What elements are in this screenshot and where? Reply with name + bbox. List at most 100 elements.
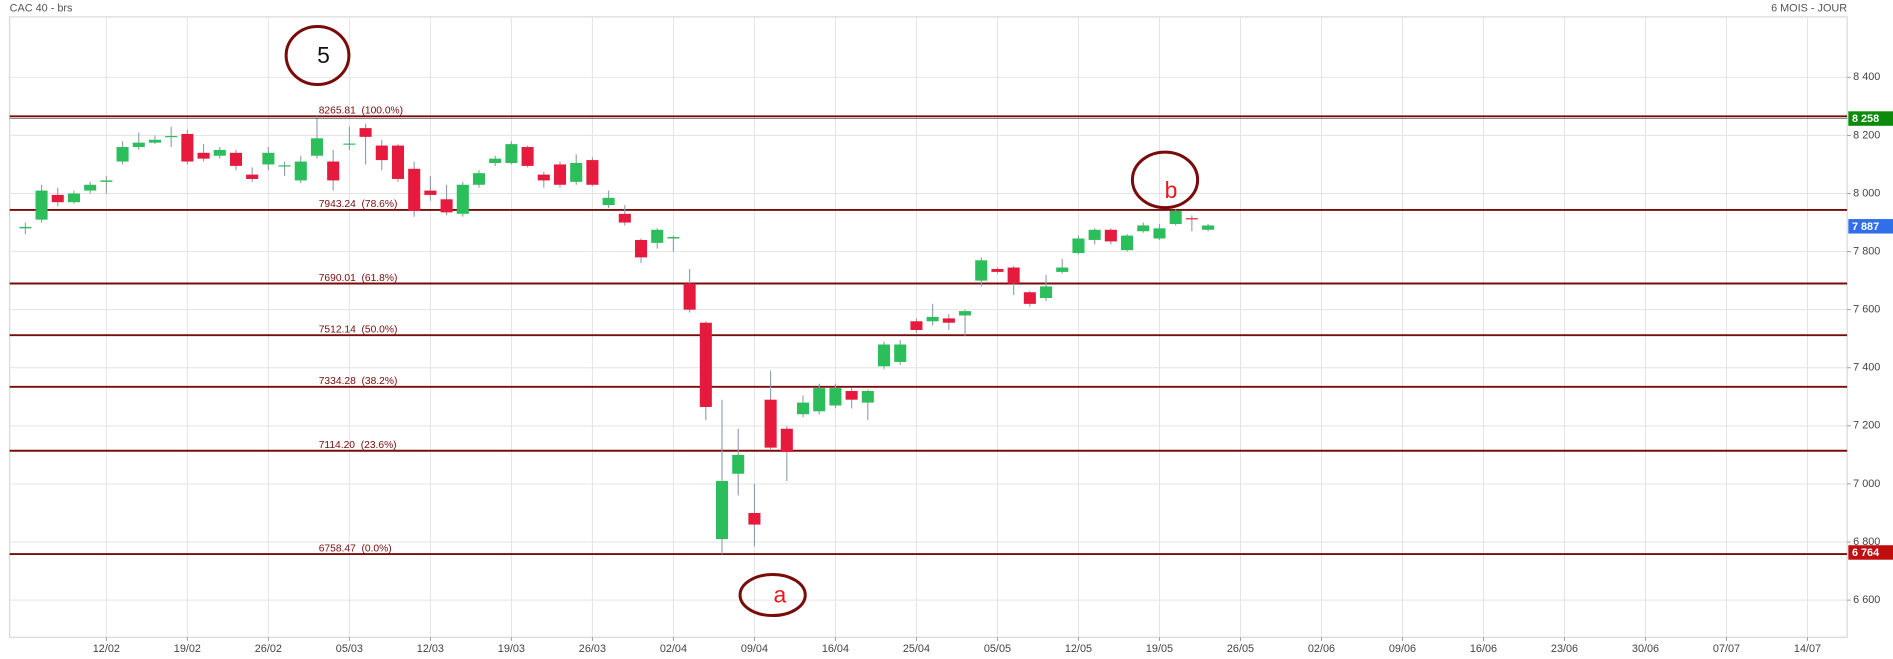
candle-body [1185,218,1198,220]
candle-body [35,190,48,220]
candle-body [424,190,437,195]
candle-body [1202,225,1215,230]
fib-label: 6758.47 (0.0%) [319,543,392,554]
y-tick-label: 7 000 [1853,478,1880,490]
x-tick-label: 26/02 [255,643,282,655]
x-tick-label: 23/06 [1551,643,1578,655]
x-tick-label: 07/07 [1713,643,1740,655]
candle-body [84,184,97,191]
annotation-circle [738,573,807,618]
y-tick-label: 8 200 [1853,129,1880,141]
candle-body [845,390,858,400]
annotation-text: b [1165,177,1178,203]
candle-body [375,145,388,161]
grid: 6 600 6 800 7 000 7 200 7 400 7 600 7 800 8 000… [9,16,1880,655]
candle-body [51,194,64,203]
candle-body [618,213,631,223]
x-tick-label: 12/05 [1065,643,1092,655]
candle-body [67,193,80,203]
candle-body [229,152,243,166]
y-tick-label: 7 200 [1853,420,1880,432]
fib-label: 8265.81 (100.0%) [319,106,403,117]
plot-frame [9,16,1848,638]
candle-body [1153,228,1166,239]
candle-body [553,164,567,185]
candle-body [537,174,550,181]
x-tick-label: 19/05 [1146,643,1173,655]
candle-body [1040,286,1053,299]
y-tick-label: 7 800 [1853,245,1880,257]
candle-body [1137,225,1150,232]
candle-body [489,158,502,163]
fib-label: 7512.14 (50.0%) [319,324,398,335]
y-tick-label: 8 000 [1853,187,1880,199]
candle-body [910,321,923,330]
candle-body [262,152,275,165]
candle-body [942,318,955,323]
candle-body [359,128,372,137]
candle-body [1088,229,1101,240]
y-tick-label: 7 400 [1853,362,1880,374]
candle-body [991,268,1004,272]
x-tick-label: 30/06 [1632,643,1659,655]
chart-subtitle: 6 MOIS - JOUR [1771,2,1847,14]
annotation-b: b [1130,150,1200,210]
x-tick-label: 02/04 [660,643,687,655]
x-tick-label: 14/07 [1794,643,1821,655]
price-tag [1848,111,1893,126]
candle-body [343,143,356,145]
fib-levels: 8265.81 (100.0%) 7943.24 (78.6%) 7690.01 (… [9,106,1848,556]
candle-body [959,311,972,316]
candle-body [521,147,534,166]
candle-body [651,229,664,243]
candle-body [780,428,793,452]
x-tick-label: 19/03 [498,643,525,655]
candle-body [1056,267,1069,272]
candle-body [391,145,405,179]
candle-body [181,133,194,162]
candle-body [1104,229,1117,242]
annotation-text: a [774,581,787,607]
x-tick-label: 26/03 [579,643,606,655]
candle-body [327,161,340,181]
x-tick-label: 09/04 [741,643,768,655]
candle-body [278,165,291,167]
candle-body [246,174,259,179]
candle-body [408,168,421,211]
candle-body [472,173,486,185]
candle-body [505,144,518,163]
y-tick-label: 6 800 [1853,536,1880,548]
y-tick-label: 6 600 [1853,594,1880,606]
candle-body [975,260,988,281]
x-tick-label: 26/05 [1227,643,1254,655]
candle-body [894,344,907,362]
x-tick-label: 25/04 [903,643,930,655]
candle-body [148,139,162,143]
candle-body [1121,235,1134,251]
candle-body [197,152,210,159]
candle-body [748,512,761,525]
candle-body [116,147,129,162]
candle-body [310,138,324,156]
candle-body [699,322,712,407]
price-tag-label: 6 764 [1852,547,1879,559]
annotation-circle [1130,150,1200,210]
annotation-text: 5 [317,42,330,68]
price-tag [1848,545,1893,560]
candle-body [132,142,145,148]
candle-body [440,199,453,213]
candle-body [456,184,469,214]
x-tick-label: 09/06 [1389,643,1416,655]
candle-body [294,161,307,181]
price-tag-label: 7 887 [1852,221,1879,233]
candle-body [732,454,745,474]
x-tick-label: 16/04 [822,643,849,655]
candle-body [667,237,680,239]
candle-body [570,162,583,182]
candles [19,116,1215,555]
candle-body [213,149,226,156]
candle-body [586,160,599,185]
candle-body [100,180,113,182]
chart-title: CAC 40 - brs [10,2,73,14]
